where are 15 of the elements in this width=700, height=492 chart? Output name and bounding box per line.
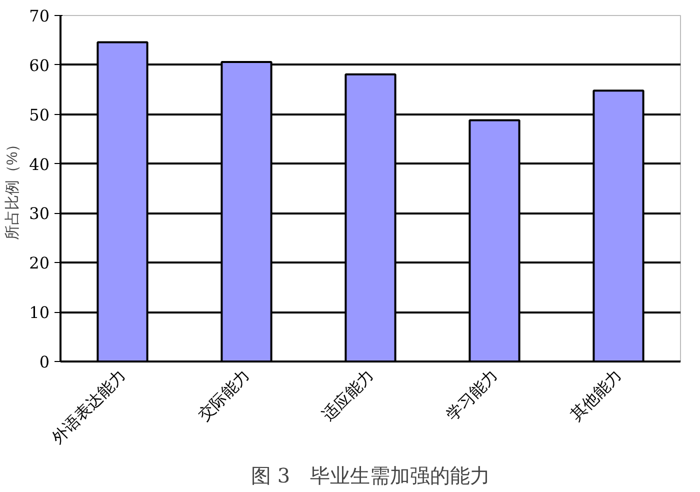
y-tick-label: 70 xyxy=(29,6,50,26)
x-tick-label: 交际能力 xyxy=(194,366,254,424)
y-tick-label: 10 xyxy=(29,303,50,322)
y-tick-label: 20 xyxy=(29,254,50,273)
y-tick-label: 0 xyxy=(39,352,50,372)
x-tick-label: 其他能力 xyxy=(566,366,626,424)
text: 图 3 毕业生需加强的能力 xyxy=(250,464,490,488)
y-tick-label: 50 xyxy=(29,105,50,124)
y-axis-title: 所占比例（%） xyxy=(4,136,22,240)
x-tick-label: 学习能力 xyxy=(442,366,502,424)
y-tick-label: 60 xyxy=(29,56,50,75)
x-tick-label: 外语表达能力 xyxy=(48,366,130,448)
y-tick-label: 30 xyxy=(29,204,50,224)
y-tick-label: 40 xyxy=(29,154,50,174)
x-tick-label: 适应能力 xyxy=(318,366,378,424)
